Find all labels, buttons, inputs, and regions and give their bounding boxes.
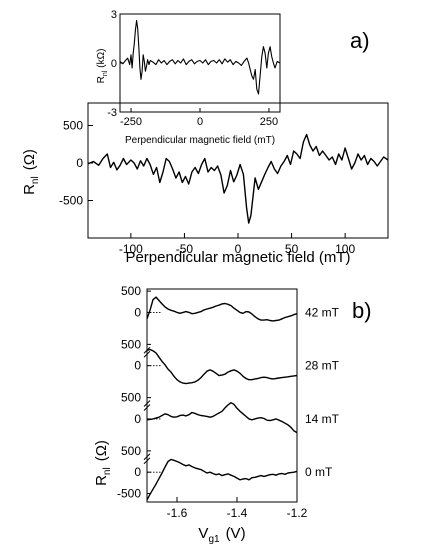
main-x-axis: -100 -50 0 50 100 [119, 233, 355, 256]
gate-x-axis-title-sub: g1 [208, 534, 220, 545]
gate-y-tick-label: 0 [134, 359, 141, 373]
inset-series-line [119, 19, 281, 95]
gate-x-tick-label: -1.4 [227, 506, 248, 520]
inset-x-axis: -250 0 250 [120, 108, 278, 128]
main-y-axis-title-unit: (Ω) [21, 149, 38, 170]
main-y-tick-label: 0 [76, 156, 83, 170]
main-x-axis-title: Perpendicular magnetic field (mT) [125, 249, 350, 266]
gate-series-label: 42 mT [305, 305, 340, 319]
svg-text:Rnl(kΩ): Rnl (kΩ) [96, 49, 109, 84]
svg-text:Rnl(Ω): Rnl (Ω) [93, 440, 113, 486]
gate-axis-break [143, 457, 151, 465]
main-y-tick-label: -500 [59, 194, 83, 208]
gate-axis-break [143, 404, 151, 411]
panel-label-b: b) [352, 298, 372, 323]
main-series [87, 133, 389, 224]
gate-axis-break [143, 400, 151, 407]
inset-x-tick-label: -250 [120, 116, 142, 128]
inset-y-tick-label: -3 [107, 107, 117, 119]
inset-y-axis-title-main: R [96, 76, 107, 83]
main-x-tick-label: 50 [285, 242, 299, 256]
inset-x-tick-label: 0 [197, 116, 203, 128]
gate-series-line [146, 296, 298, 322]
gate-y-tick-label: 0 [134, 305, 141, 319]
gate-y-axis-title: Rnl (Ω) [93, 440, 113, 486]
inset-y-axis-title: Rnl (kΩ) [96, 49, 109, 84]
main-y-axis-title-main: R [21, 184, 38, 195]
inset-plot: -250 0 250 3 0 -3 Perpendicular magnetic fie… [96, 9, 281, 146]
gate-series-line [146, 348, 298, 385]
gate-y-tick-label: -500 [117, 486, 141, 500]
gate-x-axis-title-main: V [198, 525, 208, 542]
gate-x-tick-label: -1.2 [287, 506, 308, 520]
gate-y-axis-title-unit: (Ω) [93, 440, 110, 461]
gate-y-tick-label: 500 [121, 391, 141, 405]
gate-y-axis-title-sub: nl [102, 467, 113, 475]
svg-text:Rnl(Ω): Rnl (Ω) [21, 149, 41, 195]
gate-x-axis: -1.6 -1.4 -1.2 [167, 497, 308, 520]
main-x-tick-label: -50 [176, 242, 194, 256]
gate-y-tick-label: 0 [134, 412, 141, 426]
svg-text:Vg1(V): Vg1 (V) [198, 525, 245, 545]
gate-series-line [146, 458, 298, 501]
inset-series [119, 19, 281, 95]
inset-y-tick-label: 3 [111, 9, 117, 21]
main-y-axis-title: Rnl (Ω) [21, 149, 41, 195]
gate-y-tick-label: 500 [121, 444, 141, 458]
gate-y-tick-label: 500 [121, 284, 141, 298]
main-x-tick-label: 0 [235, 242, 242, 256]
gate-series-label: 14 mT [305, 412, 340, 426]
gate-x-axis-title: Vg1 (V) [198, 525, 245, 545]
main-x-tick-label: 100 [335, 242, 355, 256]
gate-axis-break [143, 453, 151, 461]
gate-y-axis-title-main: R [93, 475, 110, 486]
inset-y-tick-label: 0 [111, 58, 117, 70]
gate-axis-break [143, 350, 151, 358]
inset-x-tick-label: 250 [260, 116, 278, 128]
gate-series [146, 296, 298, 501]
gate-x-axis-title-unit: (V) [226, 525, 246, 542]
main-y-tick-label: 500 [63, 119, 83, 133]
gate-y-tick-label: 500 [121, 337, 141, 351]
gate-plot: -1.6 -1.4 -1.2 500 0 500 0 500 0 500 0 -500 42 mT 2… [93, 284, 372, 545]
gate-series-line [146, 402, 298, 434]
gate-y-tick-label: 0 [134, 465, 141, 479]
gate-y-axis: 500 0 500 0 500 0 500 0 -500 [117, 284, 151, 500]
gate-series-label: 0 mT [305, 465, 333, 479]
main-y-axis-title-sub: nl [30, 176, 41, 184]
gate-series-label: 28 mT [305, 359, 340, 373]
main-x-tick-label: -100 [119, 242, 143, 256]
gate-x-tick-label: -1.6 [167, 506, 188, 520]
inset-x-axis-title: Perpendicular magnetic field (mT) [125, 135, 275, 146]
gate-plot-frame [146, 288, 298, 503]
inset-y-axis-title-unit: (kΩ) [96, 49, 107, 68]
inset-y-axis-title-sub: nl [102, 70, 109, 76]
gate-series-labels: 42 mT 28 mT 14 mT 0 mT [305, 305, 340, 479]
panel-label-a: a) [350, 28, 370, 53]
main-y-axis: 500 0 -500 [59, 119, 93, 208]
main-series-line [87, 133, 389, 224]
